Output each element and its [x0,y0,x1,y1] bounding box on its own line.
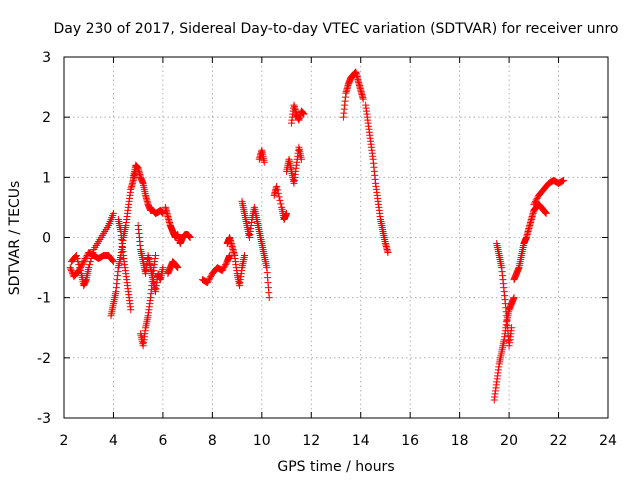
data-point [87,258,94,265]
data-point [86,261,93,268]
data-point [127,306,134,313]
x-tick-label: 4 [109,433,118,449]
x-tick-label: 10 [253,433,271,449]
x-tick-label: 2 [60,433,69,449]
y-axis-tick-labels: -3 -2 -1 0 1 2 3 [37,50,51,427]
chart: Day 230 of 2017, Sidereal Day-to-day VTE… [0,0,640,480]
y-tick-label: -1 [37,291,51,307]
data-point [67,266,74,273]
y-tick-label: 0 [42,231,51,247]
data-point [273,183,280,190]
data-point [266,294,273,301]
x-tick-label: 18 [451,433,469,449]
x-tick-label: 22 [550,433,568,449]
x-tick-label: 14 [352,433,370,449]
x-tick-label: 24 [599,433,617,449]
y-tick-label: 2 [42,110,51,126]
x-tick-label: 20 [500,433,518,449]
x-tick-label: 12 [302,433,320,449]
y-tick-label: 1 [42,170,51,186]
y-axis-label: SDTVAR / TECUs [7,181,23,296]
chart-title: Day 230 of 2017, Sidereal Day-to-day VTE… [54,21,619,37]
data-point [384,249,391,256]
x-axis-label: GPS time / hours [277,459,394,475]
data-points [67,69,567,404]
x-tick-label: 8 [208,433,217,449]
y-tick-label: -3 [37,411,51,427]
x-axis-tick-labels: 2 4 6 8 10 12 14 16 18 20 22 24 [60,433,617,449]
y-tick-label: -2 [37,351,51,367]
data-point [276,197,283,204]
data-point [152,252,159,259]
data-point [277,200,284,207]
x-tick-label: 6 [158,433,167,449]
x-tick-label: 16 [401,433,419,449]
data-point [67,264,74,271]
data-point [360,96,367,103]
data-point [276,193,283,200]
y-tick-label: 3 [42,50,51,66]
